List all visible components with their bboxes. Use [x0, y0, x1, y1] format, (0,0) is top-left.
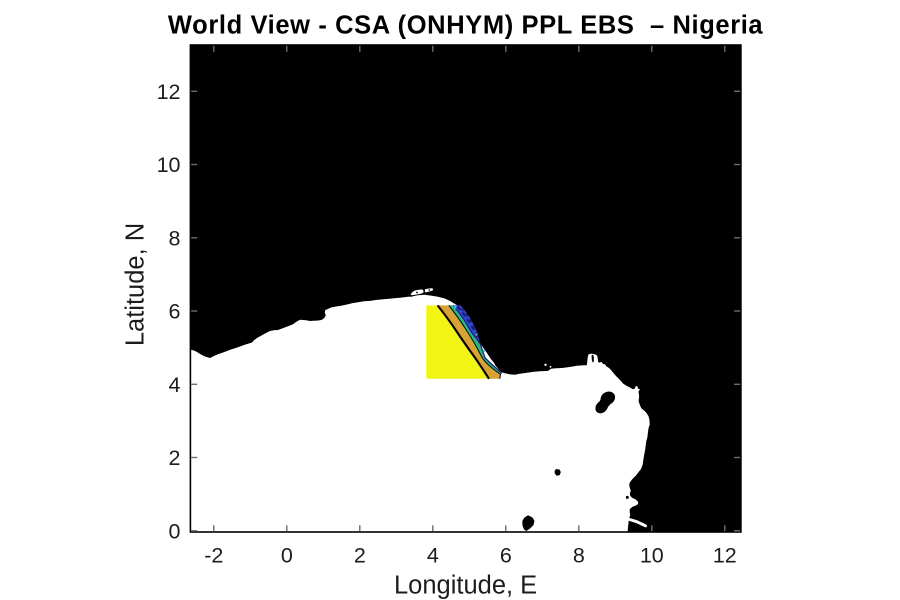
svg-text:12: 12 — [157, 80, 181, 104]
svg-text:World View - CSA (ONHYM) PPL E: World View - CSA (ONHYM) PPL EBS – Niger… — [168, 12, 764, 40]
svg-text:4: 4 — [169, 373, 181, 397]
svg-text:12: 12 — [713, 544, 737, 568]
svg-text:4: 4 — [427, 544, 439, 568]
svg-text:-2: -2 — [204, 544, 223, 568]
svg-text:2: 2 — [354, 544, 366, 568]
svg-text:Longitude, E: Longitude, E — [394, 572, 537, 600]
svg-text:10: 10 — [157, 153, 181, 177]
svg-text:0: 0 — [169, 519, 181, 543]
svg-text:10: 10 — [640, 544, 664, 568]
svg-text:6: 6 — [169, 300, 181, 324]
svg-text:0: 0 — [281, 544, 293, 568]
svg-text:6: 6 — [500, 544, 512, 568]
svg-text:2: 2 — [169, 446, 181, 470]
svg-text:8: 8 — [169, 226, 181, 250]
svg-text:8: 8 — [573, 544, 585, 568]
svg-text:Latitude, N: Latitude, N — [122, 223, 150, 346]
